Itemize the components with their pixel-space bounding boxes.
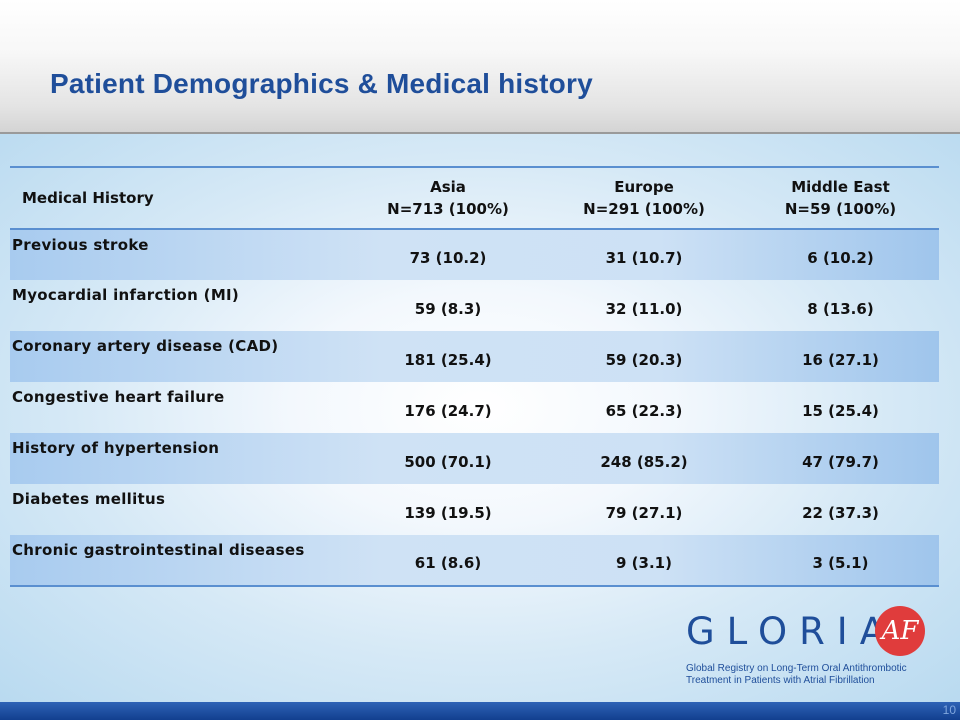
cell-middle-east: 6 (10.2) [807,249,874,267]
table-row: History of hypertension 500 (70.1) 248 (… [10,433,939,484]
row-label: History of hypertension [12,439,220,457]
logo-tagline-line: Treatment in Patients with Atrial Fibril… [686,675,875,686]
cell-europe: 9 (3.1) [616,554,672,572]
column-header-region: Europe [614,178,674,196]
logo-tagline: Global Registry on Long-Term Oral Antith… [686,663,926,687]
cell-asia: 139 (19.5) [404,503,492,522]
cell-asia: 181 (25.4) [404,350,492,369]
column-header-region: Asia [430,178,466,196]
cell-middle-east: 15 (25.4) [802,401,879,420]
column-header-asia: Asia N=713 (100%) [350,167,546,230]
row-label: Coronary artery disease (CAD) [12,337,279,355]
table-row: Coronary artery disease (CAD) 181 (25.4)… [10,331,939,382]
table-row: Myocardial infarction (MI) 59 (8.3) 32 (… [10,280,939,331]
gloria-af-logo: GLORIA AF Global Registry on Long-Term O… [682,606,932,690]
header-band: Patient Demographics & Medical history [0,0,960,134]
cell-middle-east: 3 (5.1) [812,554,869,572]
logo-tagline-line: Global Registry on Long-Term Oral Antith… [686,663,907,674]
table-row: Congestive heart failure 176 (24.7) 65 (… [10,382,939,433]
column-header-middle-east: Middle East N=59 (100%) [742,167,939,230]
row-label: Chronic gastrointestinal diseases [12,541,305,559]
cell-asia: 500 (70.1) [404,452,492,471]
row-label: Previous stroke [12,236,149,254]
cell-middle-east: 8 (13.6) [807,299,874,318]
cell-middle-east: 16 (27.1) [802,350,879,369]
column-header-europe: Europe N=291 (100%) [546,167,742,230]
page-number: 10 [942,703,956,717]
logo-af-badge: AF [875,606,925,656]
table-row: Diabetes mellitus 139 (19.5) 79 (27.1) 2… [10,484,939,535]
cell-europe: 65 (22.3) [605,401,683,420]
row-label: Diabetes mellitus [12,490,166,508]
cell-asia: 73 (10.2) [409,249,487,267]
table-header-row: Medical History Asia N=713 (100%) Europe… [10,167,939,230]
medical-history-table: Medical History Asia N=713 (100%) Europe… [10,166,939,587]
cell-asia: 176 (24.7) [404,401,492,420]
cell-middle-east: 47 (79.7) [802,452,879,471]
table-row: Chronic gastrointestinal diseases 61 (8.… [10,535,939,586]
column-header-count: N=59 (100%) [784,200,897,218]
row-label: Congestive heart failure [12,388,225,406]
column-header-region: Middle East [791,178,890,196]
cell-asia: 59 (8.3) [414,299,482,318]
cell-middle-east: 22 (37.3) [802,503,879,522]
cell-europe: 31 (10.7) [605,249,683,267]
table-row: Previous stroke 73 (10.2) 31 (10.7) 6 (1… [10,229,939,280]
slide-title: Patient Demographics & Medical history [50,68,593,99]
row-label: Myocardial infarction (MI) [12,286,240,304]
column-header-medical-history: Medical History [10,167,350,230]
logo-wordmark: GLORIA [686,610,898,653]
column-header-count: N=291 (100%) [583,200,705,218]
footer-bar: 10 [0,702,960,720]
cell-europe: 248 (85.2) [600,452,688,471]
column-header-count: N=713 (100%) [387,200,509,218]
cell-europe: 59 (20.3) [605,350,683,369]
cell-europe: 79 (27.1) [605,503,683,522]
cell-europe: 32 (11.0) [605,299,683,318]
cell-asia: 61 (8.6) [414,554,482,572]
column-header-label: Medical History [22,189,154,207]
